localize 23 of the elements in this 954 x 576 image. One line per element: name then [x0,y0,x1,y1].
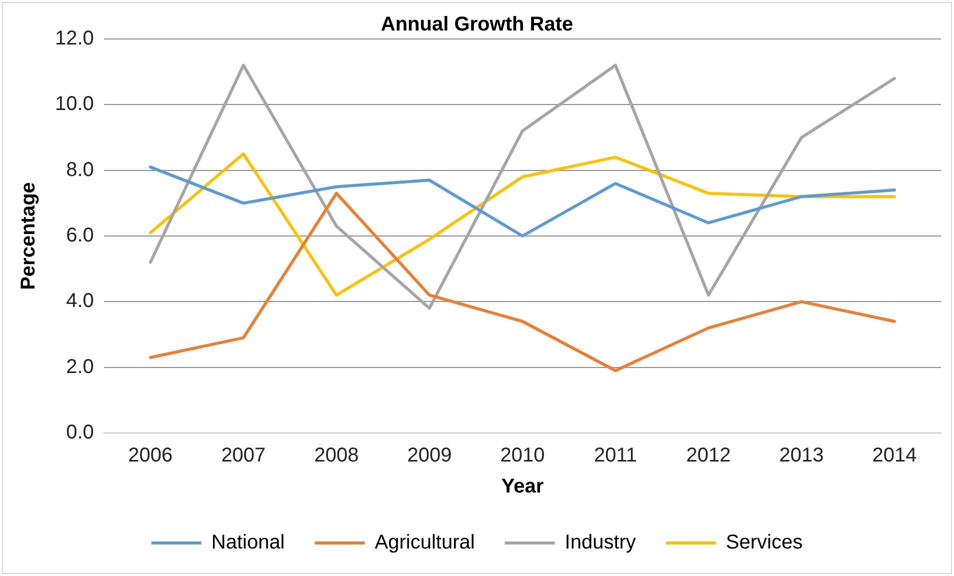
legend-label: Agricultural [374,532,475,554]
y-tick-label: 10.0 [54,93,94,116]
legend-label: National [211,532,285,554]
y-tick-label: 8.0 [66,158,94,181]
x-axis-title: Year [501,476,544,498]
x-tick-label: 2011 [594,444,637,467]
chart-title: Annual Growth Rate [380,14,574,36]
x-tick-label: 2008 [314,444,359,467]
legend-label: Services [726,532,803,554]
y-tick-label: 12.0 [54,28,94,50]
y-axis-title: Percentage [18,182,40,290]
x-tick-label: 2006 [128,444,173,467]
y-tick-label: 6.0 [66,224,94,247]
y-tick-label: 2.0 [66,356,94,378]
legend-label: Industry [564,532,636,554]
x-tick-label: 2012 [686,444,731,467]
x-tick-label: 2013 [779,444,824,467]
x-tick-label: 2010 [500,444,545,467]
x-tick-label: 2014 [872,444,917,467]
x-tick-label: 2009 [407,444,452,467]
x-tick-label: 2007 [221,444,266,467]
y-tick-label: 4.0 [66,290,94,312]
y-tick-label: 0.0 [66,422,94,444]
